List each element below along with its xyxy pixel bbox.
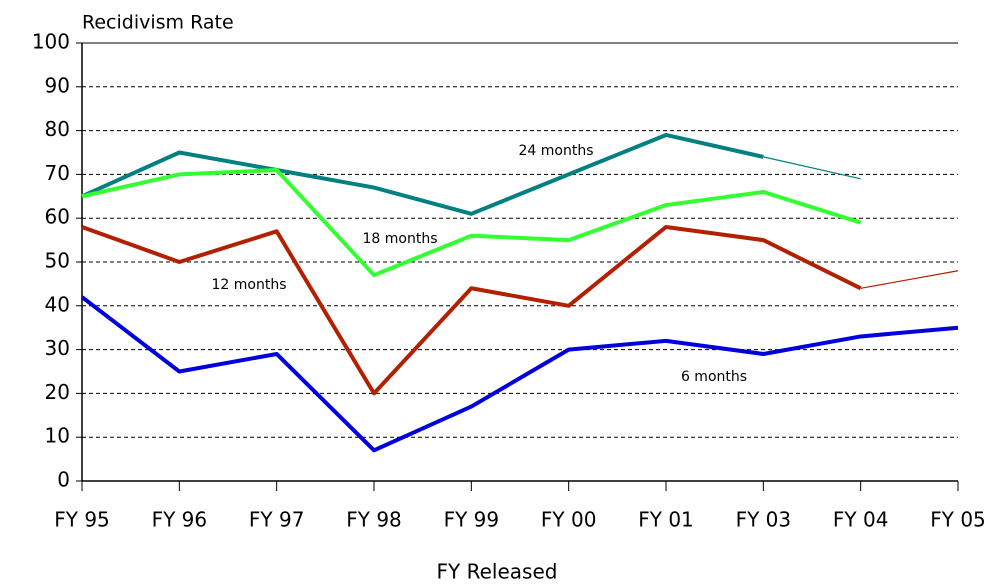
x-tick-label: FY 00 <box>541 508 597 532</box>
chart-title: Recidivism Rate <box>82 12 234 34</box>
x-tick-label: FY 95 <box>54 508 110 532</box>
y-tick-label: 40 <box>45 292 70 316</box>
x-tick-label: FY 99 <box>444 508 500 532</box>
x-tick-label: FY 05 <box>930 508 986 532</box>
y-tick-label: 100 <box>32 30 70 54</box>
projected-line <box>763 156 861 180</box>
x-tick-label: FY 01 <box>638 508 694 532</box>
y-tick-label: 20 <box>45 380 70 404</box>
series-label: 6 months <box>681 369 747 385</box>
y-tick-label: 0 <box>57 468 70 492</box>
line <box>81 224 862 396</box>
y-tick-label: 50 <box>45 249 70 273</box>
x-tick-label: FY 98 <box>346 508 402 532</box>
series-label: 12 months <box>212 277 287 293</box>
line <box>81 132 764 216</box>
line <box>80 295 959 453</box>
y-tick-label: 70 <box>45 161 70 185</box>
projected-line <box>860 270 959 289</box>
x-tick-label: FY 04 <box>833 508 889 532</box>
x-tick-label: FY 03 <box>736 508 792 532</box>
x-tick-label: FY 96 <box>152 508 208 532</box>
y-tick-label: 10 <box>45 424 70 448</box>
y-tick-label: 80 <box>45 117 70 141</box>
y-tick-label: 60 <box>45 205 70 229</box>
x-tick-label: FY 97 <box>249 508 305 532</box>
x-axis-label: FY Released <box>437 560 558 584</box>
line <box>81 168 862 278</box>
series-label: 24 months <box>519 143 594 159</box>
series-label: 18 months <box>363 231 438 247</box>
y-tick-label: 90 <box>45 73 70 97</box>
y-tick-label: 30 <box>45 336 70 360</box>
